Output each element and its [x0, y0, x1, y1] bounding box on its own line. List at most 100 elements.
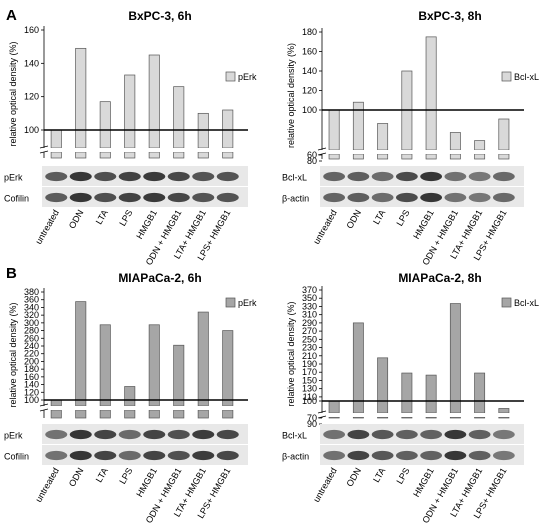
chart3-bar-stub-lta-hmgb1 [197, 409, 209, 419]
chart4-ytick-label-370: 370 [302, 285, 317, 295]
chart4-bar-lps [401, 372, 413, 414]
chart1-blot-band-cofilin-2 [94, 192, 117, 203]
chart3-blot-band-cofilin-3 [118, 450, 141, 461]
chart4-bar-stub-untreated [328, 416, 340, 419]
chart3-xtick-label-hmgb1: HMGB1 [134, 466, 159, 499]
chart4-bar-stub-odn [352, 416, 364, 419]
chart2-title: BxPC-3, 8h [418, 9, 481, 23]
chart4-ylabel: relative optical density (%) [286, 301, 296, 406]
chart3-blot-band-cofilin-5 [167, 450, 190, 461]
chart2-xtick-label-lta: LTA [371, 208, 387, 226]
chart4-bar-lta-hmgb1 [474, 372, 486, 414]
chart1-title: BxPC-3, 6h [128, 9, 191, 23]
chart1-bar-stub-untreated [50, 151, 62, 159]
chart1-blot-band-perk-0 [45, 171, 68, 182]
chart2-bar-stub-odn-hmgb1 [449, 153, 461, 160]
chart4-blot-band-actin-2 [371, 450, 394, 461]
chart1-legend-swatch [225, 71, 236, 82]
chart1-blot-band-perk-3 [118, 171, 141, 182]
chart2-bar-lps-hmgb1 [498, 118, 510, 151]
chart4-blot-band-actin-3 [395, 450, 418, 461]
chart1-bar-stub-odn [75, 151, 87, 159]
chart2-bar-stub-hmgb1 [425, 153, 437, 160]
chart2-blot-band-bcl-xl-0 [323, 171, 346, 182]
chart3-bar-lps [124, 386, 136, 407]
chart2-blot-band-actin-0 [323, 192, 346, 203]
chart1-xtick-label-lta: LTA [94, 208, 110, 226]
chart1-bar-stub-hmgb1 [148, 151, 160, 159]
chart1-blot-band-perk-2 [94, 171, 117, 182]
chart4-ytick-label-250: 250 [302, 334, 317, 344]
chart2-legend-label: Bcl-xL [514, 72, 539, 82]
chart1-blot-band-cofilin-1 [69, 192, 92, 203]
chart1-bar-stub-lps-hmgb1 [222, 151, 234, 159]
chart2-blot-label-actin: β-actin [282, 194, 309, 204]
chart4-xtick-label-odn: ODN [344, 466, 363, 488]
chart4-blot-band-bcl-xl-5 [444, 429, 467, 440]
chart1-bar-lps [124, 74, 136, 149]
chart3-legend-label: pErk [238, 298, 257, 308]
chart1-blot-band-perk-7 [216, 171, 239, 182]
chart1-bar-odn-hmgb1 [173, 86, 185, 149]
chart4-bar-stub-lps [401, 416, 413, 419]
chart4-bar-stub-lta-hmgb1 [474, 416, 486, 419]
chart2-bar-stub-lps [401, 153, 413, 160]
chart4-blot-label-actin: β-actin [282, 452, 309, 462]
chart4-legend-swatch [501, 297, 512, 308]
chart3-axis-break [40, 406, 244, 410]
chart1-ytick-label-120: 120 [24, 92, 39, 102]
chart3-ytick-label-260: 260 [24, 333, 39, 343]
chart3-bar-stub-untreated [50, 409, 62, 419]
chart2-xtick-label-untreated: untreated [311, 208, 339, 246]
chart3-ytick-label-320: 320 [24, 310, 39, 320]
chart3-blot-label-perk: pErk [4, 431, 23, 441]
chart2-blot-band-actin-4 [420, 192, 443, 203]
chart4-break-mark-bottom [317, 415, 327, 419]
chart1-blot-band-cofilin-4 [143, 192, 166, 203]
chart1-xtick-label-odn: ODN [67, 208, 86, 230]
chart4-blot-band-bcl-xl-0 [323, 429, 346, 440]
chart4-ytick-label-150: 150 [302, 375, 317, 385]
chart4-bar-odn-hmgb1 [449, 303, 461, 414]
chart1-blot-band-perk-4 [143, 171, 166, 182]
chart4-ytick-label-290: 290 [302, 318, 317, 328]
chart2-ytick-label-120: 120 [302, 86, 317, 96]
chart1-bar-stub-lps [124, 151, 136, 159]
chart4-bar-untreated [328, 400, 340, 414]
chart2-bar-stub-lta-hmgb1 [474, 153, 486, 160]
chart2-blot-band-bcl-xl-5 [444, 171, 467, 182]
chart1-bar-odn [75, 47, 87, 149]
chart1-xtick-label-lps: LPS [117, 208, 134, 228]
chart3-xtick-label-lps: LPS [117, 466, 134, 486]
chart4-blot-band-actin-6 [468, 450, 491, 461]
chart1-blot-label-perk: pErk [4, 173, 23, 183]
chart3-break-mark-bottom [39, 408, 49, 412]
chart3-ytick-label-300: 300 [24, 318, 39, 328]
chart4-ytick-label-330: 330 [302, 301, 317, 311]
chart4-ytick-label-270: 270 [302, 326, 317, 336]
chart2-bar-odn-hmgb1 [449, 132, 461, 151]
chart4-blot-band-bcl-xl-1 [347, 429, 370, 440]
chart3-xtick-label-untreated: untreated [33, 466, 61, 504]
chart2-break-mark-top [317, 147, 327, 151]
chart3-ytick-label-280: 280 [24, 326, 39, 336]
chart3-blot-band-perk-1 [69, 429, 92, 440]
chart4-title: MIAPaCa-2, 8h [398, 271, 481, 285]
chart1-bar-stub-lta-hmgb1 [197, 151, 209, 159]
chart2-ytick-label-140: 140 [302, 66, 317, 76]
chart4-ytick-label-350: 350 [302, 293, 317, 303]
chart1-bar-hmgb1 [148, 54, 160, 149]
chart4-xtick-label-hmgb1: HMGB1 [411, 466, 436, 499]
chart3-ytick-label-160: 160 [24, 372, 39, 382]
chart4-ytick-label-310: 310 [302, 310, 317, 320]
chart2-blot-band-actin-6 [468, 192, 491, 203]
chart2-blot-band-bcl-xl-6 [468, 171, 491, 182]
chart3-bar-odn [75, 301, 87, 407]
chart2-break-mark-bottom [317, 152, 327, 156]
chart3-ytick-label-140: 140 [24, 380, 39, 390]
chart3-blot-band-perk-2 [94, 429, 117, 440]
chart2-ytick-label-100: 100 [302, 105, 317, 115]
chart3-ytick-label-340: 340 [24, 302, 39, 312]
